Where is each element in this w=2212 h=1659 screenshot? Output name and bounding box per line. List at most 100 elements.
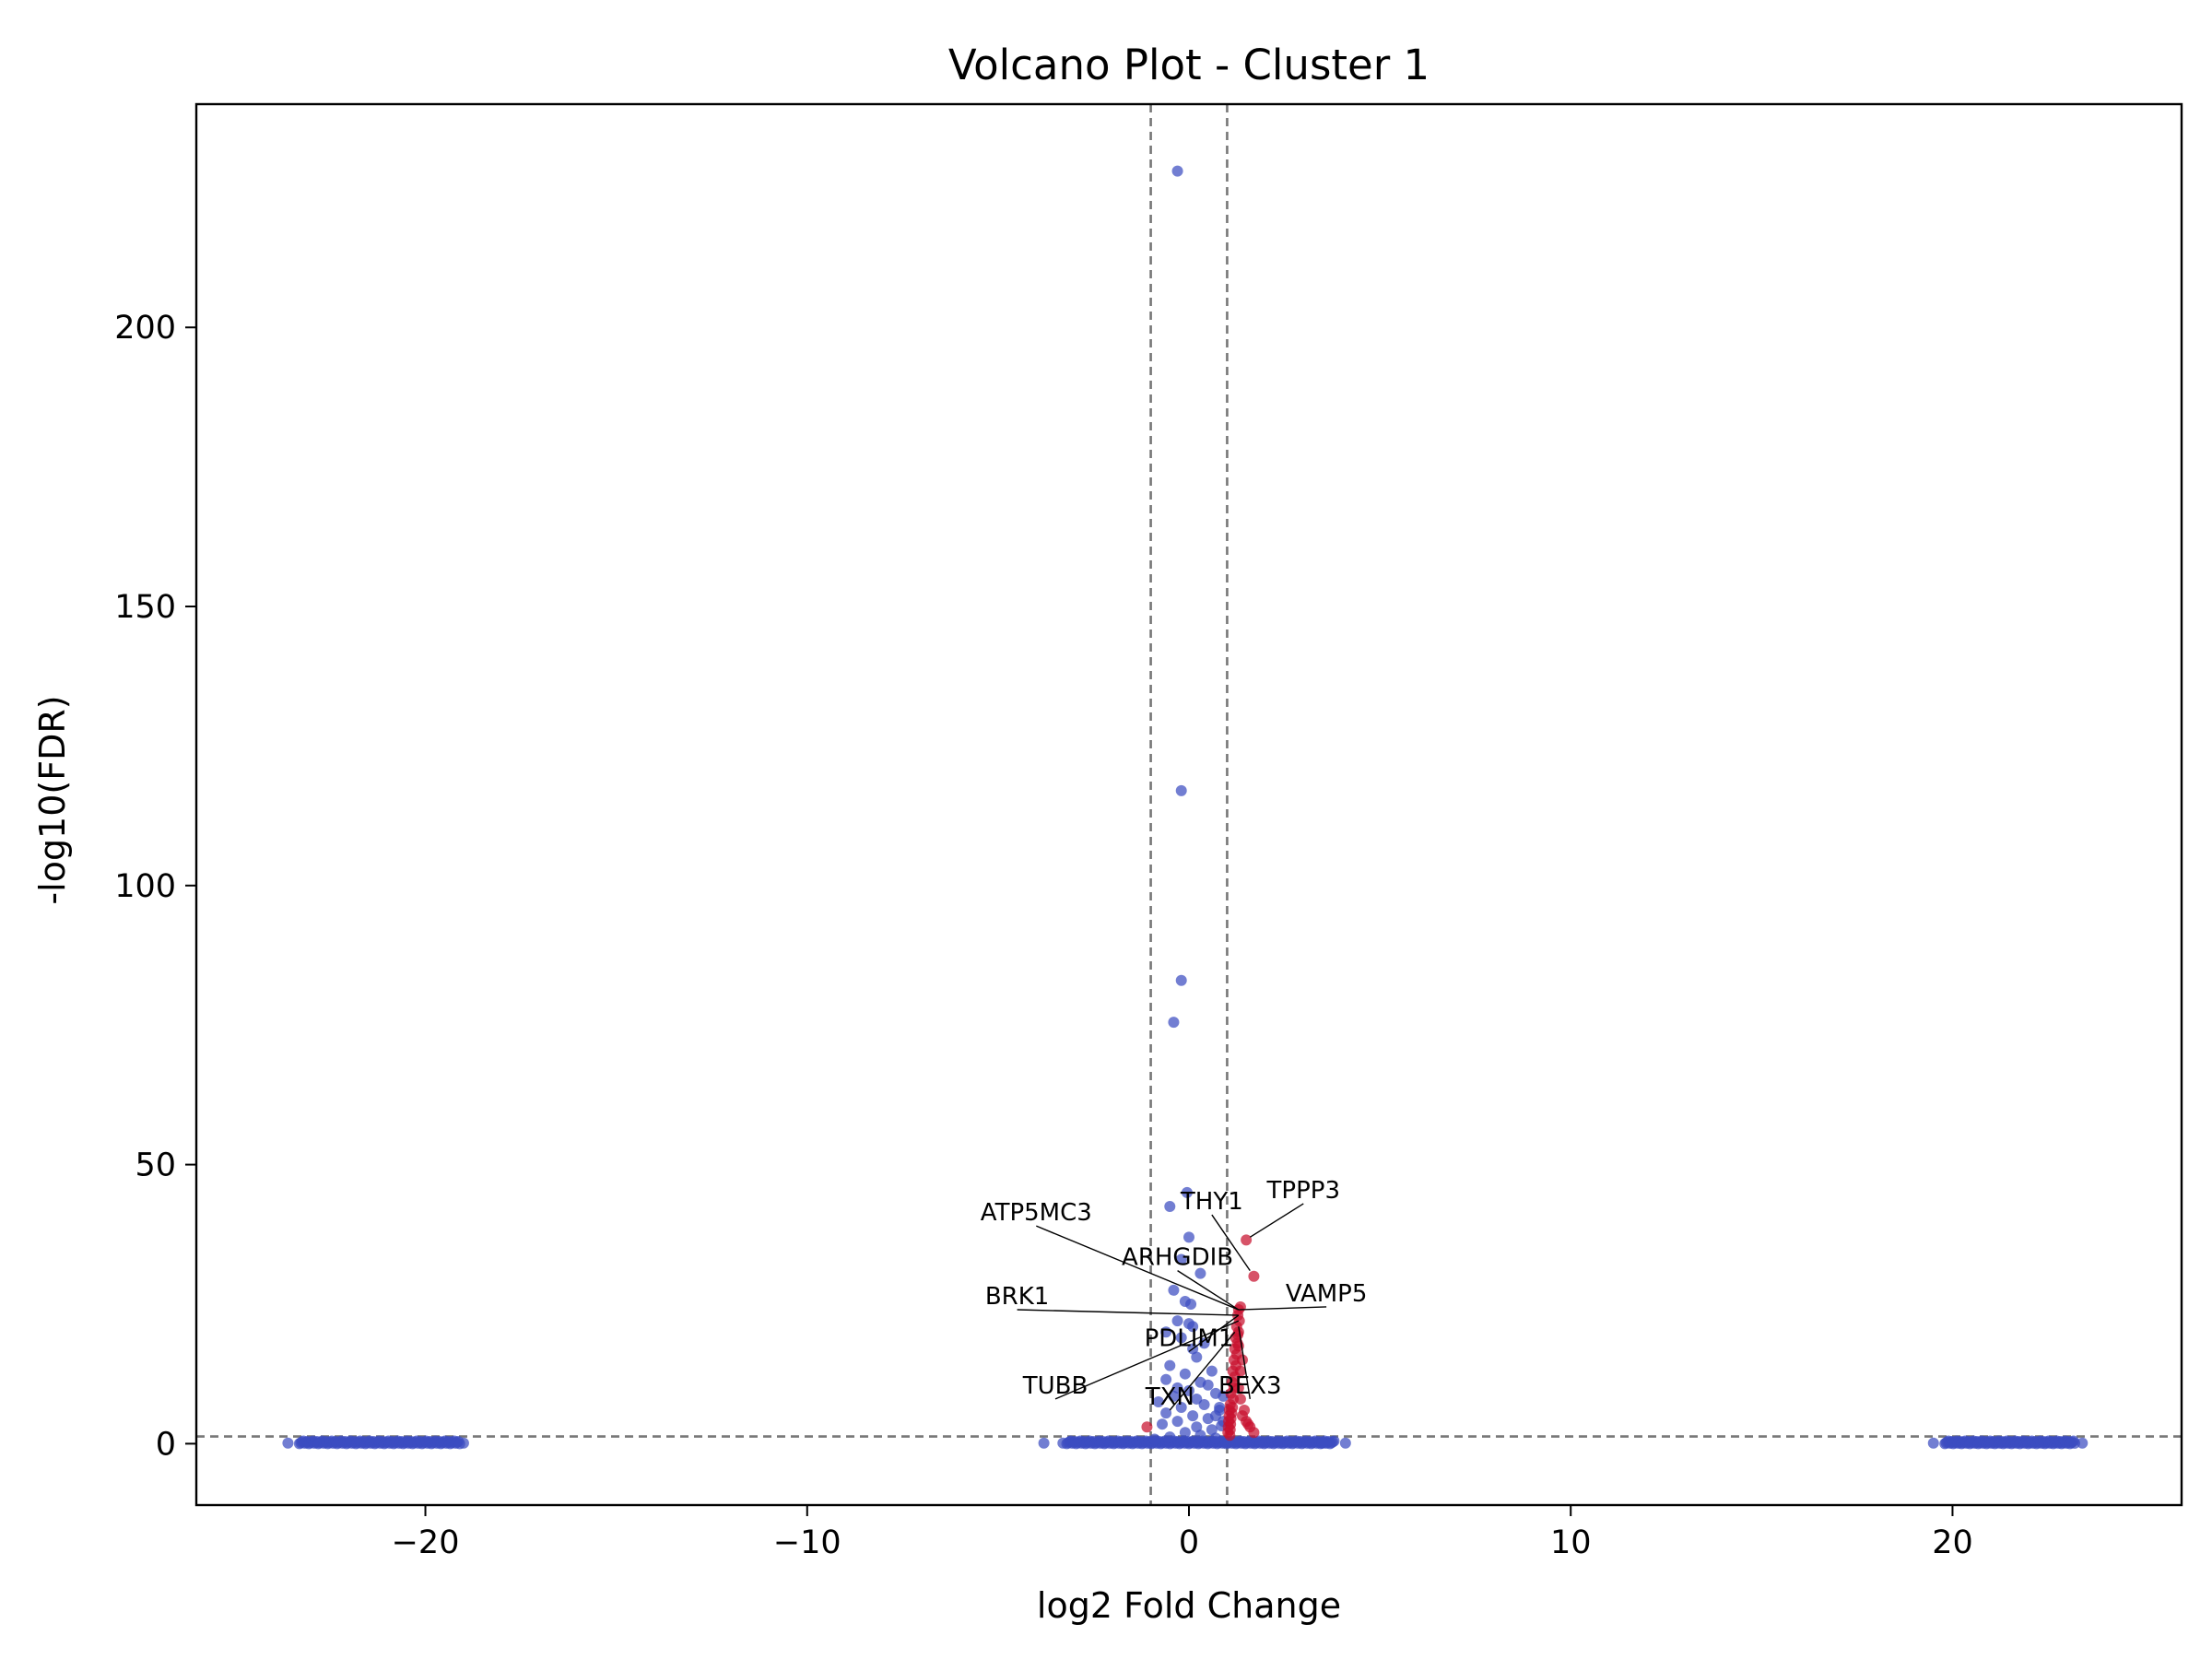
gene-label: VAMP5: [1286, 1280, 1368, 1308]
data-point: [1927, 1437, 1939, 1449]
data-point: [1191, 1393, 1203, 1405]
data-point: [1164, 1359, 1176, 1371]
data-point: [1164, 1201, 1176, 1213]
data-point: [1316, 1437, 1328, 1449]
gene-label: ARHGDIB: [1122, 1244, 1233, 1272]
data-point: [1157, 1418, 1169, 1430]
data-point: [1236, 1354, 1248, 1366]
annotation-leader-line: [1177, 1270, 1240, 1311]
annotation-leader-line: [1188, 1314, 1240, 1352]
data-point: [1171, 1315, 1183, 1327]
x-tick-label: 20: [1932, 1524, 1973, 1561]
data-point: [1187, 1321, 1199, 1333]
data-point: [282, 1437, 294, 1449]
data-point: [1171, 165, 1183, 177]
annotation-leader-line: [1211, 1214, 1251, 1272]
data-point: [1160, 1373, 1172, 1385]
points-group: [196, 104, 2182, 1505]
data-point: [1191, 1421, 1203, 1433]
x-axis-label: log2 Fold Change: [1037, 1585, 1341, 1626]
data-point: [2077, 1437, 2088, 1449]
data-point: [1179, 1368, 1191, 1380]
data-point: [457, 1437, 469, 1449]
x-tick-label: 10: [1550, 1524, 1592, 1561]
data-point: [1242, 1418, 1254, 1430]
data-point: [1214, 1402, 1226, 1414]
data-point: [1206, 1424, 1218, 1436]
data-point: [1241, 1234, 1253, 1246]
data-point: [1339, 1437, 1351, 1449]
x-tick-label: 0: [1179, 1524, 1199, 1561]
data-point: [1234, 1365, 1246, 1377]
plot-area: [196, 104, 2182, 1505]
data-point: [1209, 1410, 1221, 1422]
data-point: [1168, 1284, 1180, 1296]
annotation-leader-line: [1169, 1331, 1236, 1411]
data-point: [1194, 1267, 1206, 1279]
data-point: [1057, 1437, 1069, 1449]
data-point: [1164, 1431, 1176, 1443]
gene-label: THY1: [1180, 1188, 1243, 1216]
x-tick-label: −20: [392, 1524, 460, 1561]
y-tick-label: 100: [114, 868, 176, 905]
gene-label: BRK1: [985, 1283, 1050, 1311]
data-point: [1206, 1365, 1218, 1377]
data-point: [1175, 974, 1187, 986]
data-point: [1202, 1379, 1214, 1391]
annotation-leader-line: [1238, 1306, 1327, 1311]
annotation-leader-line: [1036, 1225, 1240, 1311]
data-point: [1152, 1395, 1164, 1407]
data-point: [1183, 1384, 1194, 1396]
gene-label: TUBB: [1022, 1372, 1088, 1400]
y-tick-label: 0: [156, 1426, 176, 1463]
data-point: [2069, 1437, 2081, 1449]
gene-label: TPPP3: [1266, 1177, 1340, 1205]
data-point: [1175, 1253, 1187, 1265]
data-point: [1141, 1421, 1153, 1433]
gene-label: BEX3: [1218, 1372, 1282, 1400]
data-point: [1038, 1437, 1050, 1449]
y-axis-label: -log10(FDR): [32, 695, 73, 904]
data-point: [1224, 1430, 1236, 1441]
data-point: [1168, 1017, 1180, 1029]
data-point: [1209, 1432, 1221, 1444]
annotation-leader-line: [1249, 1203, 1304, 1238]
gene-label: ATP5MC3: [981, 1199, 1092, 1227]
data-point: [1148, 1433, 1160, 1445]
y-tick-label: 150: [114, 589, 176, 626]
data-point: [1175, 1332, 1187, 1344]
data-point: [1175, 1402, 1187, 1414]
data-point: [1171, 1382, 1183, 1394]
data-point: [1232, 1329, 1244, 1341]
data-point: [1232, 1382, 1244, 1394]
data-point: [1198, 1337, 1210, 1349]
annotation-leader-line: [1054, 1320, 1240, 1400]
data-point: [1185, 1298, 1197, 1310]
data-point: [1187, 1410, 1199, 1422]
data-point: [1171, 1416, 1183, 1428]
y-tick-label: 200: [114, 310, 176, 347]
annotation-leader-line: [1238, 1326, 1251, 1399]
data-point: [1248, 1427, 1260, 1439]
gene-label: TXN: [1145, 1383, 1194, 1411]
data-point: [1179, 1427, 1191, 1439]
data-point: [1175, 784, 1187, 796]
data-point: [1168, 1390, 1180, 1402]
y-tick-label: 50: [135, 1147, 176, 1184]
data-point: [1239, 1405, 1251, 1417]
x-tick-label: −10: [773, 1524, 841, 1561]
data-point: [1181, 1186, 1193, 1198]
annotation-leader-line: [1017, 1309, 1239, 1316]
data-point: [1234, 1393, 1246, 1405]
data-point: [1248, 1270, 1260, 1282]
data-point: [1191, 1351, 1203, 1363]
data-point: [1198, 1398, 1210, 1410]
data-point: [1160, 1326, 1172, 1338]
data-point: [1183, 1231, 1194, 1243]
data-point: [1194, 1430, 1206, 1441]
data-point: [1160, 1407, 1172, 1419]
